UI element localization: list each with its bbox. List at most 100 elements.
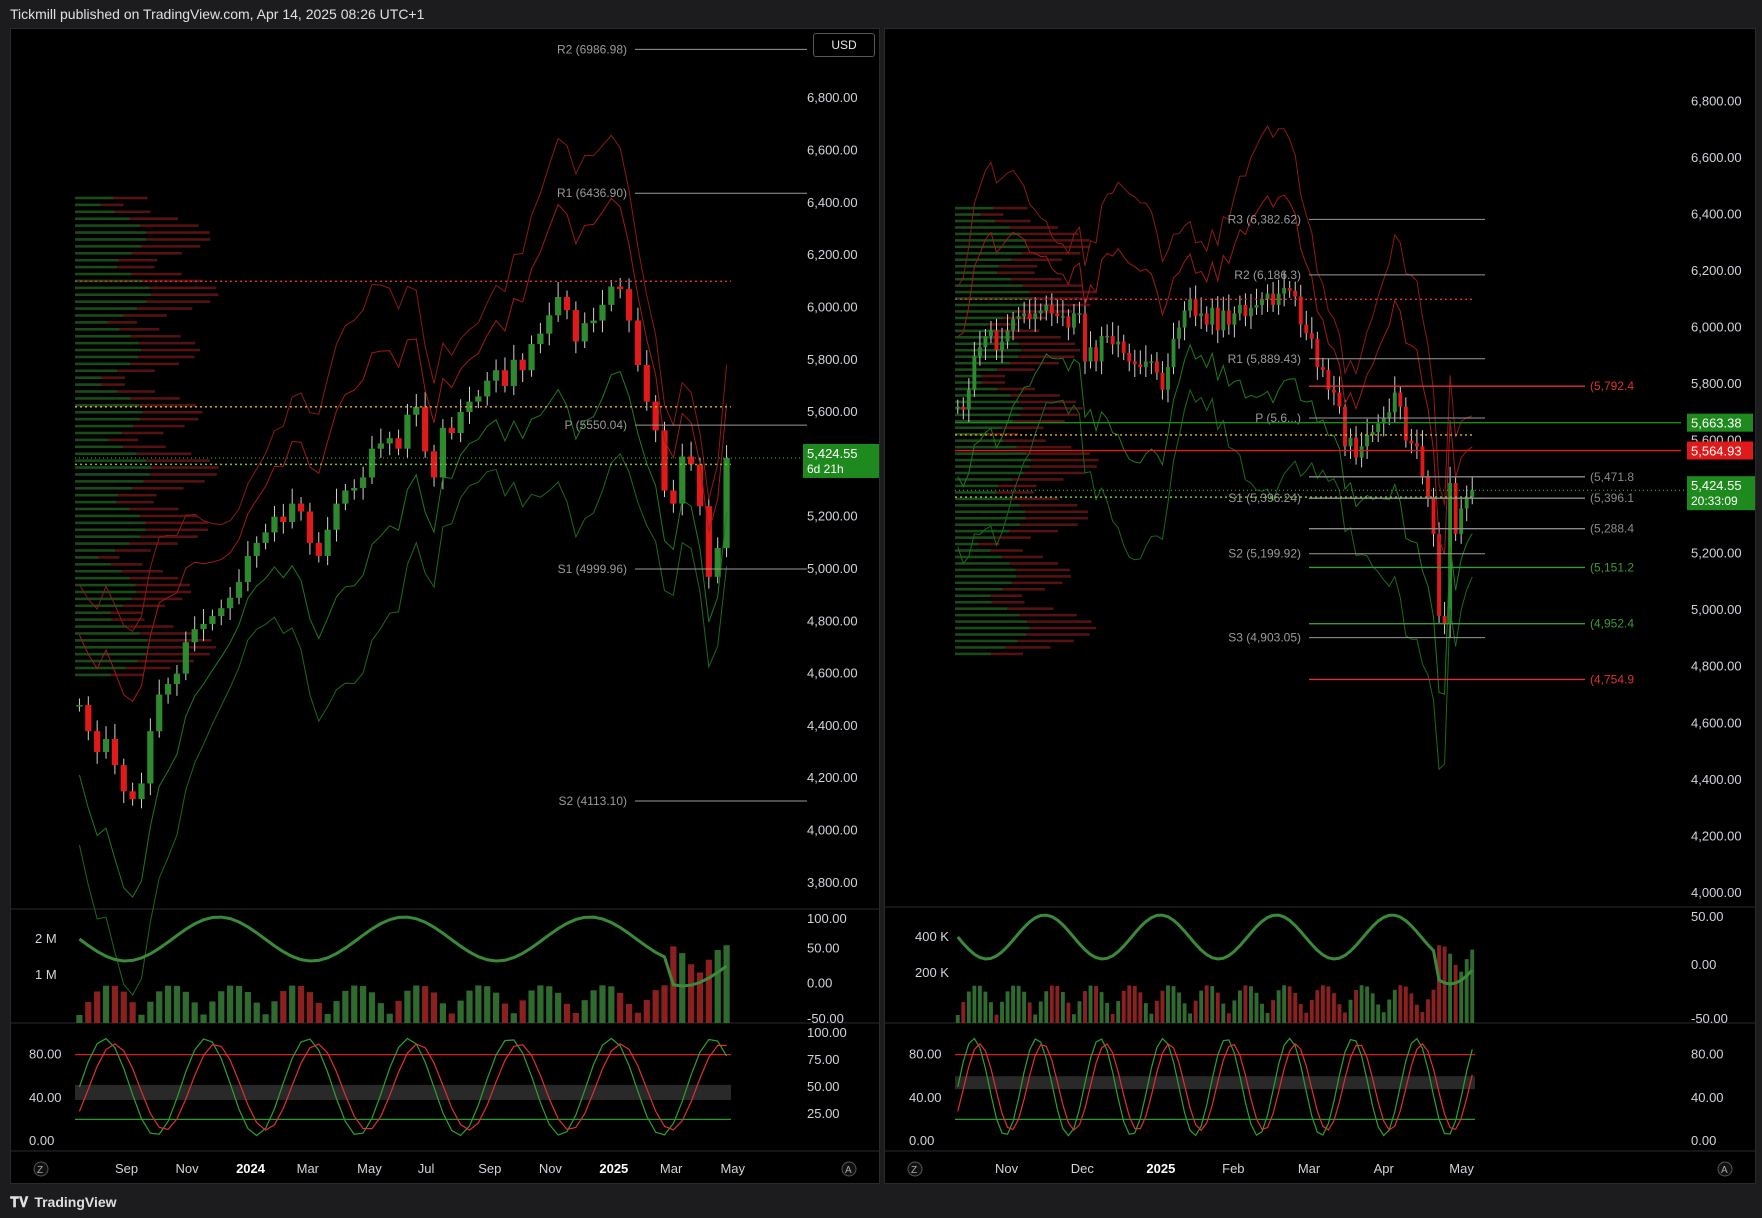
volume-profile-bar	[129, 576, 179, 580]
volume-bar	[1420, 1011, 1425, 1023]
oscillator-line	[956, 913, 1474, 986]
candle-body	[1066, 316, 1071, 328]
volume-profile-bar	[955, 652, 991, 656]
volume-profile-bar	[138, 341, 196, 345]
volume-profile-bar	[75, 597, 132, 601]
volume-profile-bar	[955, 297, 1031, 300]
candle-body	[961, 406, 966, 410]
volume-profile-bar	[75, 500, 117, 504]
candle-body	[147, 731, 154, 784]
volume-profile-bar	[955, 568, 1016, 572]
volume-profile-bar	[955, 555, 1002, 559]
volume-bar	[1437, 945, 1441, 1023]
candle-body	[1033, 313, 1038, 320]
volume-bar	[439, 1003, 446, 1023]
volume-bar	[1431, 989, 1436, 1023]
price-axis-label: 4,000.00	[807, 823, 858, 838]
volume-profile-bar	[75, 293, 151, 297]
candle-body	[492, 370, 500, 381]
candle-body	[1143, 361, 1148, 368]
volume-profile-bar	[1010, 394, 1060, 397]
chart-pane-right[interactable]: 6,800.00 6,600.00 6,400.00 6,200.00 6,000.00…	[884, 28, 1756, 1184]
volume-profile-bar	[1029, 290, 1096, 294]
time-axis-label: Mar	[660, 1161, 683, 1176]
volume-profile-bar	[1009, 226, 1059, 229]
candle-body	[289, 503, 296, 522]
volume-profile-bar	[146, 231, 210, 234]
volume-bar	[608, 986, 615, 1023]
time-axis-label: 2025	[1146, 1161, 1175, 1176]
candle-body	[1132, 361, 1137, 365]
bar-countdown: 20:33:09	[1691, 494, 1738, 508]
stoch-axis-label: 40.00	[1691, 1090, 1724, 1105]
volume-profile-bar	[955, 465, 1031, 468]
volume-bar	[723, 945, 730, 1023]
candle-body	[670, 490, 677, 504]
candle-body	[1110, 336, 1115, 345]
volume-profile-bar	[1020, 232, 1079, 236]
candle-body	[1265, 293, 1270, 300]
chart-canvas-left[interactable]: 6,800.00 6,600.00 6,400.00 6,200.00 6,000.00…	[11, 29, 879, 1183]
price-axis-label: 6,400.00	[807, 195, 858, 210]
volume-profile-bar	[145, 521, 208, 525]
candle-body	[200, 623, 207, 630]
volume-profile-bar	[955, 594, 991, 598]
stoch-axis-label: 80.00	[29, 1047, 62, 1062]
candle-body	[1453, 483, 1458, 534]
volume-profile-bar	[1030, 297, 1099, 300]
candle-body	[422, 406, 429, 452]
candle-body	[1387, 412, 1392, 418]
pivot-label: R1 (5,889.43)	[1228, 352, 1301, 366]
osc-axis-label: 0.00	[807, 976, 832, 991]
volume-bar	[404, 990, 411, 1023]
price-axis-label: 5,800.00	[1691, 376, 1742, 391]
volume-profile-bar	[146, 238, 211, 241]
volume-profile-bar	[75, 569, 122, 573]
volume-bar	[634, 1012, 642, 1023]
price-axis-label: 5,200.00	[807, 509, 858, 524]
volume-profile-bar	[75, 507, 130, 511]
volume-profile-bar	[1002, 587, 1045, 591]
volume-profile-bar	[955, 587, 1003, 591]
stoch-axis-label: 80.00	[909, 1047, 942, 1062]
chart-canvas-right[interactable]: 6,800.00 6,600.00 6,400.00 6,200.00 6,000.00…	[885, 29, 1755, 1183]
time-axis-label: May	[357, 1161, 382, 1176]
volume-profile-bar	[1026, 452, 1090, 455]
volume-profile-bar	[1001, 426, 1044, 430]
volume-bar	[173, 985, 181, 1023]
stoch-axis-label: 80.00	[1691, 1047, 1724, 1062]
volume-profile-bar	[75, 410, 143, 414]
stoch-axis-label: 0.00	[29, 1133, 54, 1148]
volume-bar	[466, 990, 473, 1023]
candle-body	[1232, 313, 1237, 325]
candle-body	[983, 336, 988, 348]
volume-profile-bar	[1009, 497, 1059, 501]
price-axis-label: 5,200.00	[1691, 546, 1742, 561]
volume-profile-bar	[1030, 465, 1097, 468]
candle-body	[989, 330, 993, 337]
volume-bar	[1276, 990, 1281, 1023]
currency-button[interactable]: USD	[813, 33, 875, 57]
price-tag-bg	[1687, 413, 1753, 432]
volume-profile-bar	[119, 328, 160, 331]
chart-pane-left[interactable]: 6,800.00 6,600.00 6,400.00 6,200.00 6,000.00…	[10, 28, 880, 1184]
volume-profile-bar	[75, 279, 143, 283]
volume-bar	[147, 1001, 154, 1023]
candle-body	[1105, 336, 1110, 338]
candle-body	[1237, 304, 1242, 314]
candle-body	[1354, 437, 1358, 458]
price-axis-label: 5,000.00	[807, 561, 858, 576]
candle-body	[537, 333, 544, 345]
volume-bar	[1392, 989, 1397, 1023]
volume-profile-bar	[990, 549, 1023, 552]
candle-body	[555, 297, 562, 316]
auto-button-label: A	[845, 1165, 852, 1176]
candle-body	[386, 438, 393, 444]
candle-body	[1304, 324, 1309, 334]
volume-profile-bar	[75, 196, 114, 200]
volume-profile-bar	[107, 321, 138, 324]
volume-profile-bar	[75, 251, 132, 255]
volume-bar	[360, 986, 367, 1023]
tradingview-logo[interactable]: 𝐓𝐕 TradingView	[10, 1194, 117, 1211]
